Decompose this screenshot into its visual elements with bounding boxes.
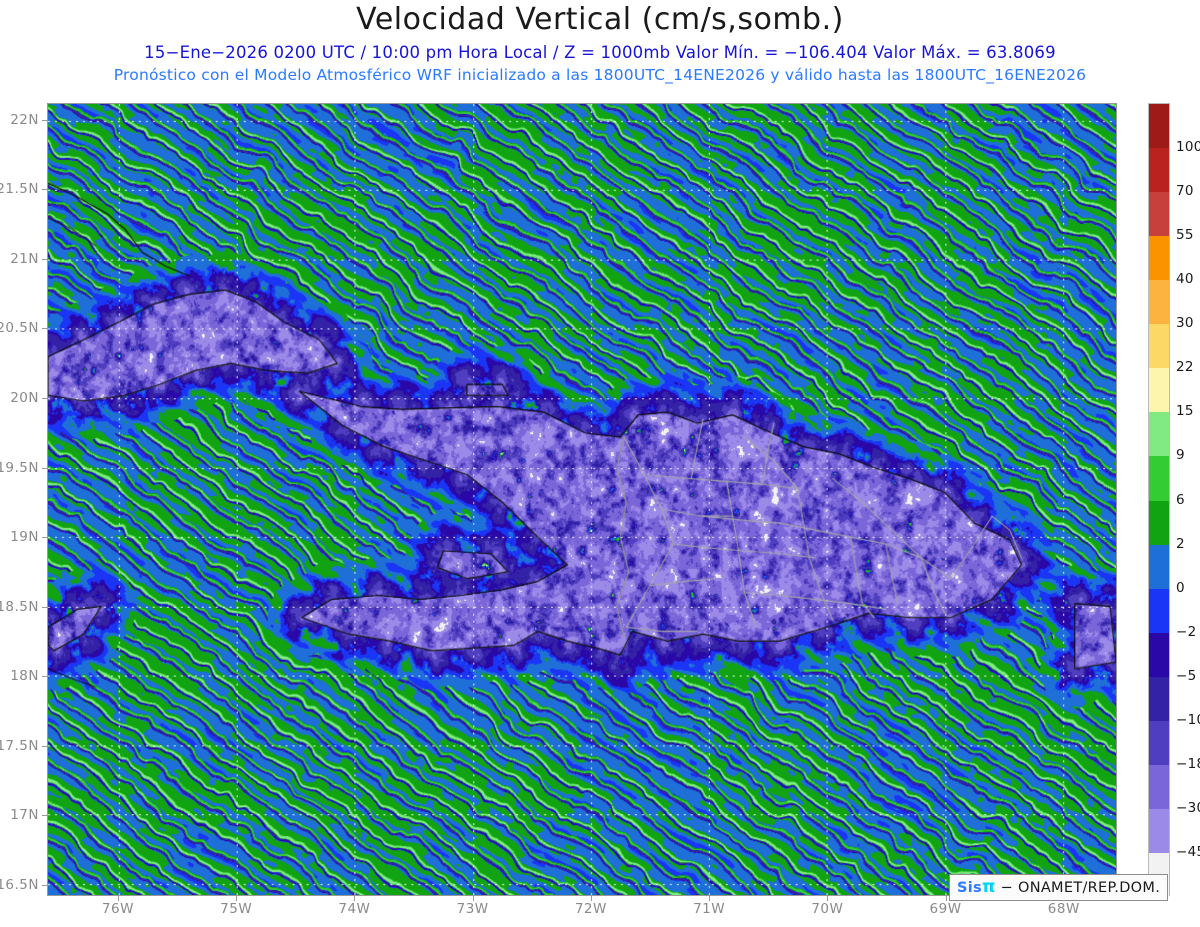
- y-axis-tick-mark: [42, 884, 47, 886]
- colorbar-cell: [1149, 368, 1169, 413]
- x-axis-tick-mark: [354, 896, 356, 901]
- attribution-agency: − ONAMET/REP.DOM.: [1000, 880, 1161, 896]
- attribution-badge: Sisπ − ONAMET/REP.DOM.: [949, 874, 1169, 901]
- colorbar[interactable]: [1148, 103, 1170, 898]
- y-axis-tick-mark: [42, 606, 47, 608]
- colorbar-cell: [1149, 588, 1169, 634]
- x-axis-tick-label: 75W: [220, 901, 253, 917]
- y-axis-tick-label: 21N: [10, 250, 39, 267]
- y-axis-tick-mark: [42, 258, 47, 260]
- y-axis-tick-label: 21.5N: [0, 181, 39, 198]
- colorbar-tick-label: 22: [1176, 359, 1194, 376]
- colorbar-cell: [1149, 720, 1169, 766]
- x-axis-tick-label: 70W: [811, 901, 844, 917]
- y-axis-tick-mark: [42, 328, 47, 330]
- x-axis-tick-label: 76W: [101, 901, 134, 917]
- subtitle-line-2: Pronóstico con el Modelo Atmosférico WRF…: [113, 66, 1087, 84]
- y-axis-tick-label: 22N: [10, 111, 39, 128]
- y-axis-tick-mark: [42, 537, 47, 539]
- x-axis-tick-label: 71W: [693, 901, 726, 917]
- y-axis-tick-label: 18.5N: [0, 598, 39, 615]
- colorbar-cell: [1149, 500, 1169, 546]
- y-axis-tick-mark: [42, 676, 47, 678]
- colorbar-tick-label: −18: [1176, 755, 1200, 772]
- y-axis-tick-mark: [42, 745, 47, 747]
- colorbar-cell: [1149, 192, 1169, 237]
- y-axis-tick-label: 17N: [10, 807, 39, 824]
- y-axis-tick-label: 20N: [10, 389, 39, 406]
- y-axis-tick-mark: [42, 467, 47, 469]
- colorbar-tick-label: −5: [1176, 667, 1197, 684]
- y-axis-tick-label: 17.5N: [0, 737, 39, 754]
- colorbar-tick-label: 30: [1176, 315, 1194, 332]
- colorbar-tick-label: 0: [1176, 579, 1185, 596]
- colorbar-tick-label: 55: [1176, 227, 1194, 244]
- colorbar-cell: [1149, 456, 1169, 501]
- colorbar-tick-label: 40: [1176, 271, 1194, 288]
- colorbar-cell: [1149, 236, 1169, 281]
- x-axis-tick-label: 72W: [574, 901, 607, 917]
- colorbar-tick-label: 6: [1176, 491, 1185, 508]
- x-axis-tick-mark: [472, 896, 474, 901]
- colorbar-cell: [1149, 544, 1169, 590]
- colorbar-tick-label: 70: [1176, 183, 1194, 200]
- colorbar-tick-label: −45: [1176, 843, 1200, 860]
- x-axis-tick-mark: [827, 896, 829, 901]
- attribution-pi-icon: π: [981, 877, 996, 897]
- y-axis-tick-mark: [42, 397, 47, 399]
- colorbar-cell: [1149, 764, 1169, 810]
- colorbar-cell: [1149, 808, 1169, 854]
- y-axis-tick-label: 18N: [10, 668, 39, 685]
- map-overlay-coastlines-grid: [48, 104, 1116, 895]
- colorbar-tick-label: 2: [1176, 535, 1185, 552]
- y-axis-tick-mark: [42, 119, 47, 121]
- y-axis-tick-label: 19N: [10, 529, 39, 546]
- colorbar-tick-label: −2: [1176, 623, 1197, 640]
- y-axis-tick-label: 20.5N: [0, 320, 39, 337]
- colorbar-cell: [1149, 104, 1169, 149]
- colorbar-cell: [1149, 324, 1169, 369]
- colorbar-tick-label: −10: [1176, 711, 1200, 728]
- colorbar-cell: [1149, 148, 1169, 193]
- colorbar-cell: [1149, 280, 1169, 325]
- colorbar-cell: [1149, 676, 1169, 722]
- x-axis-tick-label: 68W: [1047, 901, 1080, 917]
- x-axis-tick-mark: [590, 896, 592, 901]
- colorbar-tick-label: 15: [1176, 403, 1194, 420]
- attribution-sis: Sis: [957, 880, 982, 896]
- x-axis-tick-label: 69W: [929, 901, 962, 917]
- x-axis-tick-mark: [945, 896, 947, 901]
- colorbar-tick-label: −30: [1176, 799, 1200, 816]
- x-axis-tick-mark: [236, 896, 238, 901]
- colorbar-cell: [1149, 632, 1169, 678]
- y-axis-tick-mark: [42, 189, 47, 191]
- colorbar-cell: [1149, 412, 1169, 457]
- colorbar-tick-label: 100: [1176, 139, 1200, 156]
- subtitle-line-1: 15−Ene−2026 0200 UTC / 10:00 pm Hora Loc…: [144, 43, 1056, 62]
- title-block: Velocidad Vertical (cm/s,somb.) 15−Ene−2…: [0, 0, 1200, 92]
- x-axis-tick-label: 74W: [338, 901, 371, 917]
- x-axis-tick-mark: [709, 896, 711, 901]
- x-axis-tick-label: 73W: [456, 901, 489, 917]
- x-axis-tick-mark: [117, 896, 119, 901]
- y-axis-tick-label: 16.5N: [0, 876, 39, 893]
- y-axis-tick-mark: [42, 815, 47, 817]
- y-axis-tick-label: 19.5N: [0, 459, 39, 476]
- colorbar-tick-label: 9: [1176, 447, 1185, 464]
- page-title: Velocidad Vertical (cm/s,somb.): [356, 2, 844, 37]
- map-plot-area[interactable]: [47, 103, 1117, 896]
